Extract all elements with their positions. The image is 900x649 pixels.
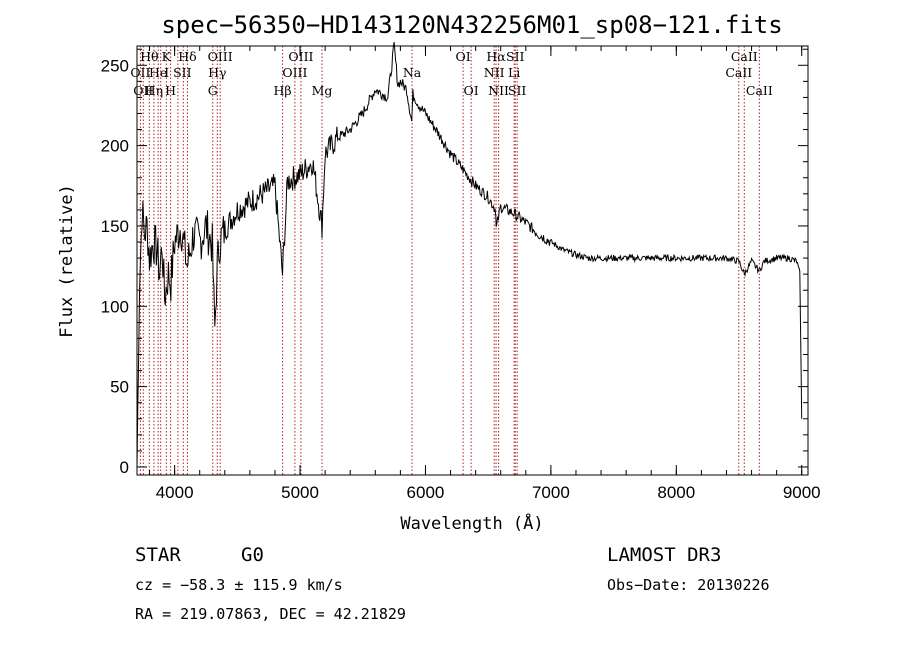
object-class: STAR (135, 544, 181, 566)
x-tick-label: 7000 (532, 483, 570, 502)
spectral-line-label: OII (130, 65, 150, 80)
y-tick-label: 200 (101, 137, 129, 156)
spectral-line-label: OIII (208, 49, 233, 64)
y-axis-label: Flux (relative) (57, 184, 77, 338)
redshift-cz: cz = −58.3 ± 115.9 km/s (135, 576, 343, 594)
y-tick-label: 50 (110, 378, 129, 397)
spectral-line-label: Hη (145, 83, 163, 98)
spectral-line-label: Mg (312, 83, 333, 98)
spectral-line-label: Hβ (274, 83, 292, 98)
spectral-line-label: SII (508, 83, 527, 98)
plot-frame (136, 45, 809, 476)
spectral-subclass: G0 (241, 544, 264, 566)
spectral-line-label: I SII (164, 65, 191, 80)
spectral-line-label: Hθ (140, 49, 158, 64)
x-axis-ticks: 4000 5000 6000 7000 8000 9000 (149, 46, 821, 502)
y-tick-label: 100 (101, 297, 129, 316)
x-tick-label: 5000 (281, 483, 319, 502)
coordinates: RA = 219.07863, DEC = 42.21829 (135, 605, 406, 623)
spectral-line-label: SII (506, 49, 525, 64)
x-tick-label: 9000 (783, 483, 821, 502)
spectrum-series (136, 42, 803, 468)
survey-name: LAMOST DR3 (607, 544, 721, 566)
y-tick-label: 250 (101, 56, 129, 75)
spectral-line-label: CaII (731, 49, 758, 64)
spectral-line-label: Na (403, 65, 422, 80)
y-axis-ticks: 0 50 100 150 200 250 (101, 48, 808, 477)
spectral-line-label: OIII (282, 65, 307, 80)
spectral-line-label: Li (508, 65, 520, 80)
spectral-line-label: He (149, 65, 167, 80)
y-tick-label: 0 (120, 458, 129, 477)
spectral-line-label: G (208, 83, 218, 98)
spectrum-line (136, 42, 803, 468)
y-tick-label: 150 (101, 217, 129, 236)
spectral-line-label: H (165, 83, 176, 98)
spectral-line-label: OII (133, 83, 153, 98)
spectral-line-label: CaII (746, 83, 773, 98)
x-axis-label: Wavelength (Å) (400, 512, 543, 534)
spectral-line-label: CaII (725, 65, 752, 80)
spectral-line-label: NII (484, 65, 505, 80)
spectral-line-label: Hα (486, 49, 506, 64)
spectral-line-label: Hδ (178, 49, 196, 64)
spectral-line-label: OIII (288, 49, 313, 64)
observation-date: Obs−Date: 20130226 (607, 576, 770, 594)
spectral-line-label: OI (464, 83, 479, 98)
spectral-line-label: NII (488, 83, 509, 98)
spectral-line-label: Hγ (208, 65, 226, 80)
x-tick-label: 4000 (156, 483, 194, 502)
spectral-line-label: OI (455, 49, 470, 64)
x-tick-label: 6000 (407, 483, 445, 502)
x-tick-label: 8000 (657, 483, 695, 502)
chart-title: spec−56350−HD143120N432256M01_sp08−121.f… (161, 11, 782, 39)
spectral-line-label: K (162, 49, 172, 64)
